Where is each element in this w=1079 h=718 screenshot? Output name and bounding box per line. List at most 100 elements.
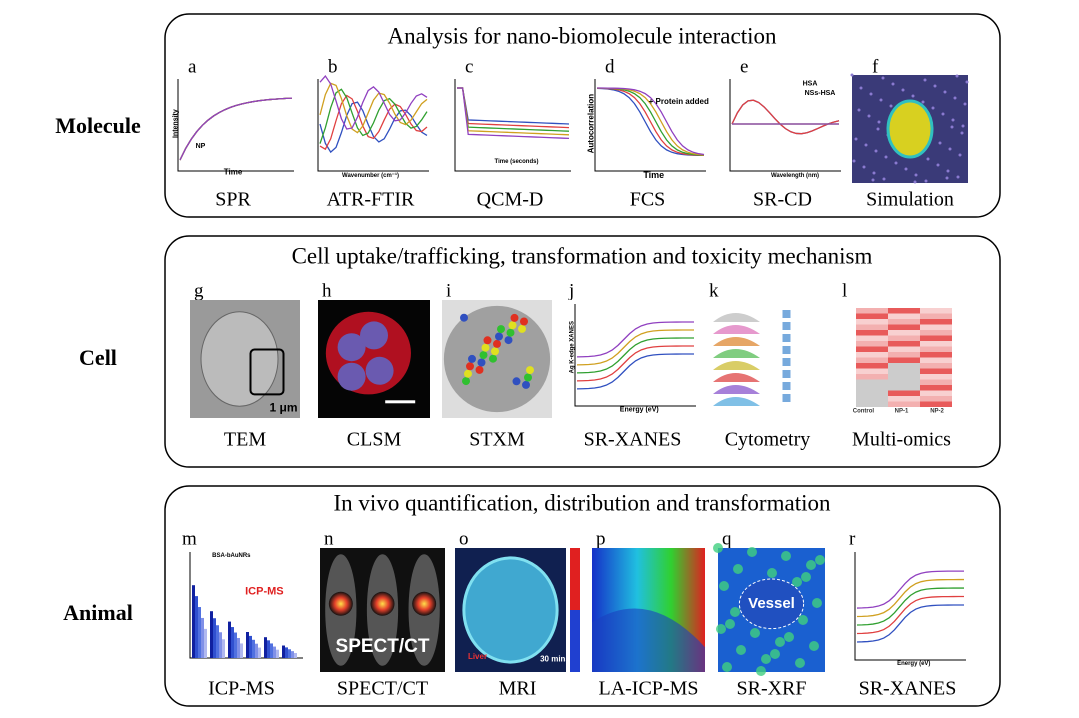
technique-caption: LA-ICP-MS: [598, 678, 698, 700]
panel-letter: o: [459, 528, 469, 549]
curve: [856, 604, 965, 643]
panel-letter: j: [568, 280, 574, 301]
heat-cell: [856, 319, 888, 325]
spot: [460, 313, 468, 322]
technique-caption: SR-XRF: [736, 678, 806, 700]
technique-caption: SR-XANES: [859, 678, 957, 700]
heat-cell: [888, 319, 920, 325]
legend-swatch: [782, 382, 791, 390]
curve: [457, 87, 570, 136]
heat-cell: [856, 390, 888, 396]
panel-text: Wavenumber (cm⁻¹): [342, 172, 399, 179]
spot: [750, 628, 760, 638]
hotspot: [412, 591, 437, 616]
curve: [576, 353, 695, 390]
panel-letter: f: [872, 56, 879, 77]
spot: [781, 551, 791, 561]
curve: [457, 87, 570, 140]
spot: [464, 369, 472, 378]
curve: [319, 82, 428, 134]
curve: [856, 570, 965, 609]
bar: [273, 646, 276, 658]
curve: [576, 321, 695, 358]
histogram: [713, 349, 760, 358]
spot: [512, 377, 521, 386]
water: [894, 161, 898, 165]
spot: [784, 632, 794, 642]
spot: [508, 321, 517, 330]
bar: [231, 627, 234, 658]
spot: [506, 328, 515, 337]
panel-text: Liver: [468, 652, 487, 661]
panel-letter: q: [722, 528, 732, 549]
spot: [725, 619, 735, 629]
axes: [317, 79, 429, 172]
spot: [510, 313, 519, 322]
spot: [792, 577, 802, 587]
technique-caption: MRI: [499, 678, 537, 700]
water: [923, 78, 927, 82]
histogram: [713, 373, 760, 382]
spot: [495, 332, 503, 341]
panel-letter: r: [849, 528, 856, 549]
section-box: [164, 235, 1001, 468]
spot: [483, 336, 492, 345]
panel-text: Time: [643, 170, 664, 180]
spot: [466, 362, 474, 371]
water: [933, 84, 937, 88]
hotspot: [328, 591, 353, 616]
water: [946, 169, 950, 173]
spot: [806, 560, 816, 570]
curve: [319, 101, 428, 154]
spot: [481, 343, 490, 352]
panel: a Intensity Time NP SPR: [168, 56, 298, 211]
water: [852, 159, 856, 163]
section-title: Cell uptake/trafficking, transformation …: [292, 243, 873, 268]
water: [943, 90, 947, 94]
colorbar-low: [570, 610, 580, 672]
bar: [237, 637, 240, 658]
panel-text: Ag K-edge XANES: [569, 321, 575, 373]
panel: n SPECT/CT SPECT/CT: [320, 528, 445, 700]
water: [936, 163, 940, 167]
water: [862, 165, 866, 169]
water: [857, 108, 861, 112]
hotspot: [370, 591, 395, 616]
water: [867, 114, 871, 118]
plot-bg: [168, 75, 298, 183]
heat-cell: [920, 308, 952, 314]
bar: [291, 651, 294, 658]
heat-cell: [856, 341, 888, 347]
panel-text: BSA-bAuNRs: [212, 553, 251, 559]
technique-caption: ICP-MS: [208, 678, 275, 700]
panel-text: Wavelength (nm): [771, 173, 819, 179]
panel: o Liver 30 mins MRI: [455, 528, 580, 700]
bar: [285, 647, 288, 658]
panel: h CLSM: [318, 280, 430, 451]
heat-cell: [888, 330, 920, 336]
panel-text: HSA: [803, 80, 818, 87]
panel-letter: p: [596, 528, 606, 549]
heat-cell: [920, 401, 952, 407]
bar: [276, 649, 279, 658]
spot: [477, 358, 486, 367]
heat-cell: [888, 308, 920, 314]
panel-letter: m: [182, 528, 197, 549]
row-label: Cell: [79, 345, 117, 370]
water: [884, 155, 888, 159]
nucleus: [360, 321, 388, 350]
axes: [594, 79, 706, 172]
water: [913, 180, 917, 184]
bar: [228, 621, 231, 658]
legend-swatch: [782, 370, 791, 378]
technique-caption: Cytometry: [725, 429, 811, 451]
water: [859, 86, 863, 90]
heat-cell: [856, 401, 888, 407]
water: [882, 177, 886, 181]
curve: [596, 87, 705, 156]
nucleus: [365, 356, 394, 385]
panel-text: 30 mins: [540, 655, 570, 664]
spot: [489, 354, 497, 363]
